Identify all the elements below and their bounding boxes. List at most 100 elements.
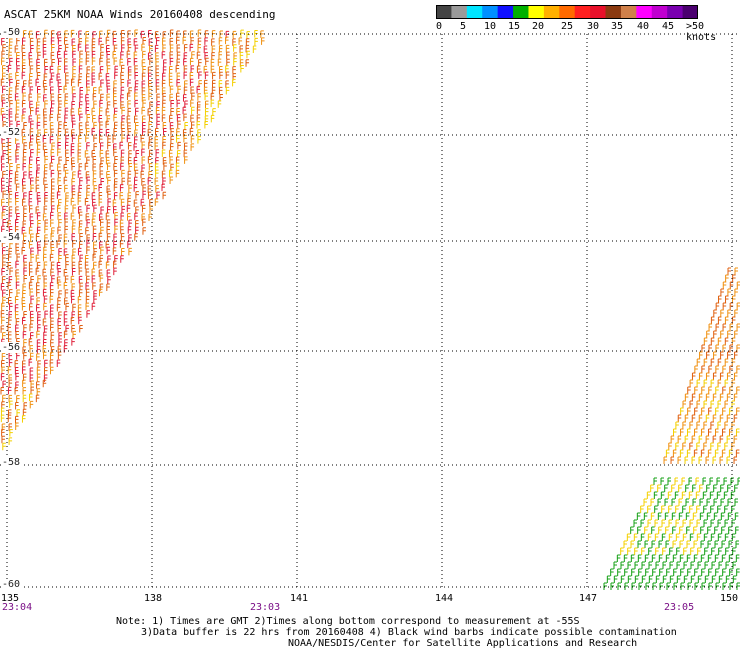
wind-barb: [196, 121, 201, 129]
wind-barb: [246, 31, 250, 39]
wind-barb: [42, 43, 47, 52]
wind-barb: [50, 93, 55, 102]
wind-barb: [727, 484, 731, 492]
wind-barb: [57, 177, 61, 185]
wind-barb: [16, 409, 20, 417]
wind-barb: [85, 57, 90, 66]
wind-barb: [657, 484, 661, 492]
wind-barb: [57, 57, 62, 66]
wind-barb: [127, 128, 132, 136]
wind-barb: [64, 297, 68, 305]
wind-barb: [183, 86, 188, 95]
wind-barb: [134, 99, 138, 108]
wind-barb: [1, 316, 5, 325]
wind-barb: [182, 36, 187, 45]
wind-barb: [85, 100, 90, 108]
wind-barb: [106, 29, 111, 38]
wind-barb: [14, 176, 19, 185]
wind-barb: [92, 93, 97, 101]
wind-barb: [163, 162, 167, 171]
wind-barb: [65, 192, 69, 200]
wind-barb: [14, 304, 19, 312]
wind-barb: [665, 540, 669, 548]
wind-barb: [731, 505, 735, 513]
wind-barb: [727, 288, 731, 296]
wind-barb: [113, 267, 117, 276]
wind-barb: [64, 107, 69, 116]
wind-barb: [715, 386, 719, 394]
wind-barb: [28, 226, 33, 235]
colorbar-segment: [528, 5, 545, 19]
wind-barb: [681, 491, 686, 499]
wind-barb: [100, 79, 104, 87]
wind-barb: [127, 58, 131, 66]
wind-barb: [37, 275, 41, 283]
wind-barb: [99, 149, 104, 158]
wind-barb: [722, 428, 726, 436]
wind-barb: [14, 311, 19, 319]
wind-barb: [177, 120, 181, 129]
wind-barb: [620, 547, 624, 555]
wind-barb: [156, 120, 160, 129]
wind-barb: [141, 80, 146, 88]
wind-barb: [142, 128, 146, 136]
wind-barb: [161, 106, 166, 115]
wind-barb: [729, 344, 733, 352]
wind-barb: [162, 141, 166, 150]
wind-barb: [44, 65, 48, 74]
wind-barb: [106, 162, 111, 171]
wind-barb: [44, 155, 48, 164]
wind-barb: [190, 114, 194, 123]
wind-barb: [706, 484, 710, 492]
wind-barb: [35, 78, 40, 87]
wind-barb: [655, 575, 660, 583]
wind-barb: [15, 260, 19, 269]
wind-barb: [85, 227, 89, 235]
wind-barb: [141, 106, 145, 115]
wind-barb: [8, 87, 13, 95]
wind-barb: [65, 261, 69, 269]
wind-barb: [49, 122, 54, 130]
wind-barb: [630, 540, 634, 548]
wind-barb: [2, 442, 6, 451]
wind-barb: [726, 456, 731, 464]
wind-barb: [689, 519, 693, 527]
wind-barb: [197, 129, 201, 137]
colorbar-segment: [605, 5, 622, 19]
wind-barb: [654, 533, 659, 541]
wind-barb: [42, 379, 47, 388]
wind-barb: [21, 302, 26, 311]
colorbar-segment: [543, 5, 560, 19]
wind-barb: [736, 386, 740, 394]
wind-barb: [720, 512, 725, 520]
wind-barb: [155, 85, 160, 94]
wind-barb: [85, 106, 90, 115]
wind-barb: [92, 232, 97, 241]
swath-time-1: 23:04: [2, 602, 33, 613]
wind-barb: [147, 177, 152, 185]
wind-barb: [245, 44, 250, 53]
wind-barb: [15, 99, 20, 108]
wind-barb: [93, 143, 97, 151]
wind-barb: [183, 134, 187, 143]
wind-barb: [44, 225, 48, 234]
wind-barb: [21, 65, 26, 73]
wind-barb: [685, 512, 690, 520]
wind-barb: [79, 324, 83, 333]
wind-barb: [141, 72, 146, 81]
wind-barb: [113, 113, 117, 122]
wind-barb: [105, 150, 110, 158]
wind-barb: [107, 141, 111, 150]
wind-barb: [58, 248, 62, 256]
wind-barb: [722, 407, 726, 415]
wind-barb: [662, 561, 666, 569]
wind-barb: [707, 449, 712, 457]
wind-barb: [718, 575, 723, 583]
wind-barb: [189, 43, 194, 52]
wind-barb: [92, 253, 97, 262]
wind-barb: [133, 143, 138, 151]
wind-barb: [161, 114, 166, 122]
wind-barb: [647, 519, 651, 527]
wind-barb: [652, 582, 656, 590]
wind-barb: [684, 456, 689, 464]
